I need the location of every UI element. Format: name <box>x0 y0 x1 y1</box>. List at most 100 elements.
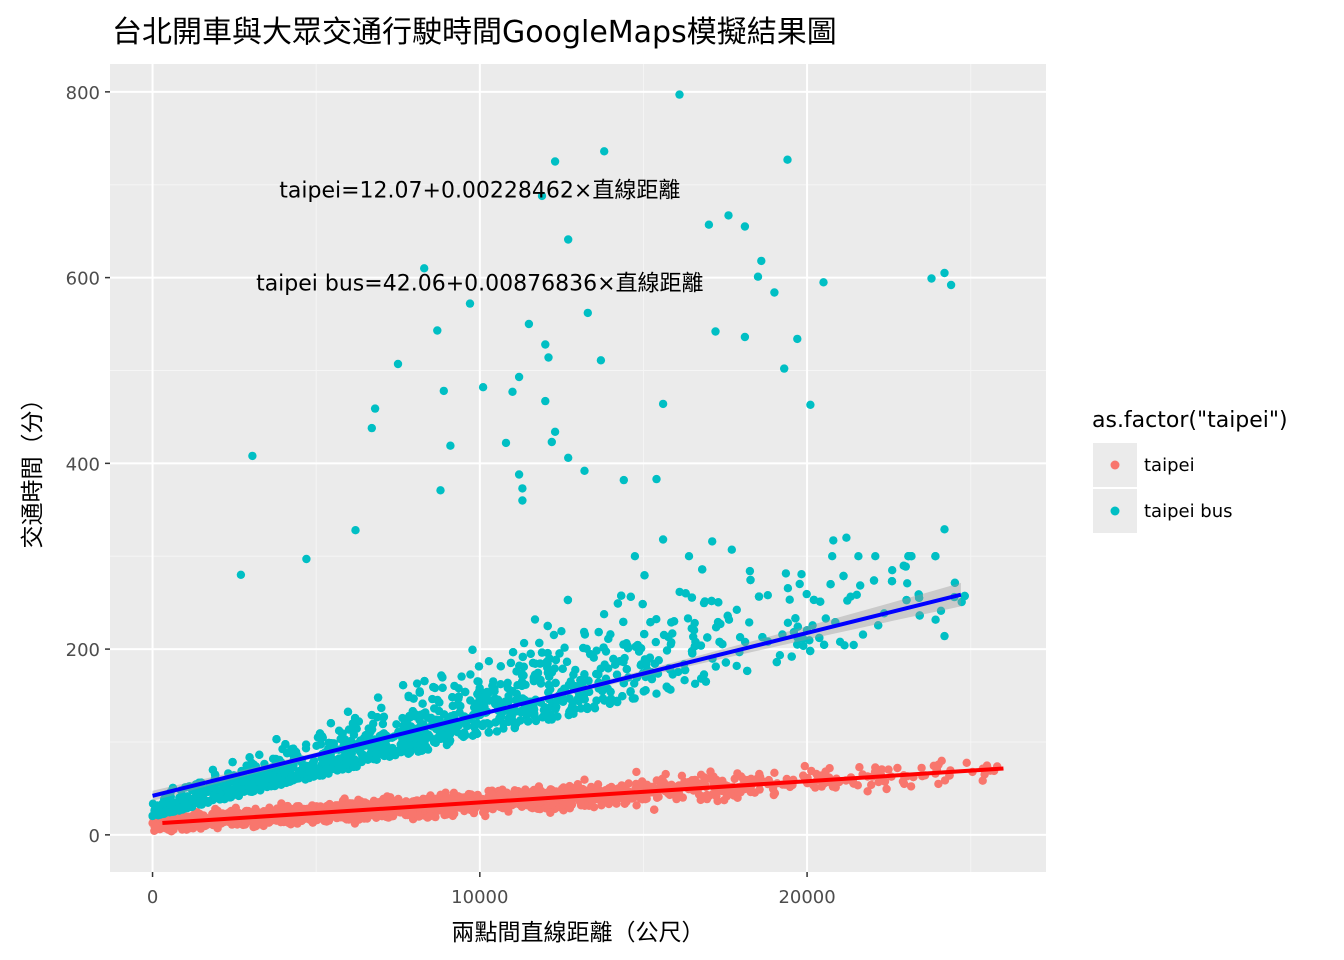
taipei-bus-point <box>638 599 647 609</box>
taipei-bus-point <box>594 627 603 637</box>
taipei-bus-point <box>367 710 376 720</box>
taipei-bus-point <box>316 740 325 749</box>
taipei-bus-point <box>606 694 616 703</box>
taipei-bus-outlier-point <box>757 256 766 266</box>
taipei-bus-point <box>781 569 791 578</box>
taipei-bus-point <box>576 675 585 685</box>
taipei-point <box>214 821 223 830</box>
taipei-bus-point <box>156 808 165 817</box>
taipei-point <box>597 801 606 810</box>
taipei-point <box>336 813 346 822</box>
taipei-bus-point <box>711 662 720 671</box>
taipei-bus-point <box>698 565 707 574</box>
taipei-bus-point <box>618 692 627 701</box>
taipei-bus-outlier-point <box>248 451 257 461</box>
taipei-bus-outlier-point <box>946 280 956 290</box>
taipei-bus-point <box>663 684 673 693</box>
taipei-point <box>696 770 706 779</box>
taipei-bus-point <box>283 748 293 757</box>
taipei-bus-point <box>858 630 868 639</box>
taipei-bus-point <box>745 618 754 627</box>
taipei-bus-outlier-point <box>819 278 828 287</box>
taipei-point <box>518 799 528 809</box>
taipei-bus-point <box>315 771 324 780</box>
taipei-bus-outlier-point <box>842 533 851 542</box>
taipei-point <box>980 770 989 779</box>
taipei-bus-point <box>826 580 835 589</box>
taipei-bus-point <box>517 669 527 679</box>
taipei-bus-point <box>652 689 661 698</box>
taipei-bus-outlier-point <box>550 157 560 166</box>
taipei-point <box>618 794 627 803</box>
taipei-bus-point <box>793 640 802 649</box>
taipei-point <box>408 809 417 818</box>
plot-panel <box>110 64 1046 872</box>
taipei-bus-point <box>188 794 197 804</box>
major-gridlines <box>110 64 1046 872</box>
taipei-bus-point <box>840 641 849 650</box>
taipei-bus-point <box>598 694 608 703</box>
taipei-point <box>863 787 872 796</box>
taipei-bus-point <box>454 692 463 701</box>
taipei-point <box>487 790 497 799</box>
taipei-bus-point <box>542 711 551 720</box>
taipei-bus-point <box>326 719 336 728</box>
taipei-bus-point <box>641 686 650 695</box>
taipei-bus-outlier-point <box>600 147 609 156</box>
taipei-bus-point <box>732 661 741 671</box>
taipei-bus-point <box>524 717 533 726</box>
x-axis-title: 兩點間直線距離（公尺） <box>452 920 705 946</box>
legend-dot-taipei <box>1110 460 1120 470</box>
taipei-bus-outlier-point <box>675 90 684 99</box>
taipei-bus-point <box>606 687 615 696</box>
taipei-point <box>800 761 809 771</box>
taipei-bus-point <box>466 696 475 705</box>
taipei-bus-point <box>599 610 609 619</box>
taipei-bus-point <box>659 630 669 640</box>
taipei-bus-point <box>474 700 483 709</box>
taipei-bus-outlier-point <box>940 268 949 278</box>
taipei-bus-point <box>438 673 447 682</box>
taipei-bus-point <box>743 666 752 676</box>
taipei-bus-point <box>405 734 415 743</box>
taipei-bus-point <box>619 640 628 649</box>
taipei-bus-point <box>721 658 731 667</box>
taipei-point <box>906 782 916 791</box>
taipei-point <box>678 793 687 802</box>
taipei-bus-outlier-point <box>508 387 517 396</box>
taipei-bus-point <box>619 617 628 627</box>
taipei-bus-point <box>453 728 462 737</box>
taipei-equation-label: taipei=12.07+0.00228462×直線距離 <box>279 178 680 203</box>
taipei-bus-point <box>280 769 289 778</box>
taipei-bus-outlier-point <box>501 438 511 448</box>
taipei-bus-outlier-point <box>518 496 527 505</box>
y-tick-label: 400 <box>66 454 100 475</box>
taipei-bus-point <box>474 662 484 671</box>
taipei-point <box>526 803 536 812</box>
taipei-bus-point <box>257 782 266 792</box>
taipei-fit-line <box>162 766 1004 826</box>
taipei-point <box>356 797 365 806</box>
taipei-bus-point <box>420 676 429 686</box>
taipei-bus-point <box>772 657 781 667</box>
taipei-bus-point <box>558 664 567 673</box>
taipei-bus-point <box>377 703 386 713</box>
taipei-bus-point <box>533 668 543 678</box>
taipei-bus-point <box>537 648 547 657</box>
taipei-bus-point <box>903 579 912 588</box>
taipei-bus-point <box>714 598 723 607</box>
taipei-bus-point <box>398 735 407 745</box>
taipei-bus-outlier-point <box>770 288 779 297</box>
taipei-point <box>270 806 279 816</box>
taipei-bus-point <box>529 702 538 711</box>
taipei-bus-point <box>808 621 817 630</box>
taipei-point <box>573 780 582 789</box>
taipei-point <box>575 797 585 806</box>
taipei-bus-point <box>438 683 447 692</box>
taipei-bus-point <box>746 575 755 585</box>
taipei-bus-point <box>358 754 367 763</box>
taipei-bus-point <box>511 707 520 716</box>
taipei-point <box>546 808 555 817</box>
taipei-bus-outlier-point <box>940 525 949 534</box>
taipei-point <box>755 785 764 794</box>
